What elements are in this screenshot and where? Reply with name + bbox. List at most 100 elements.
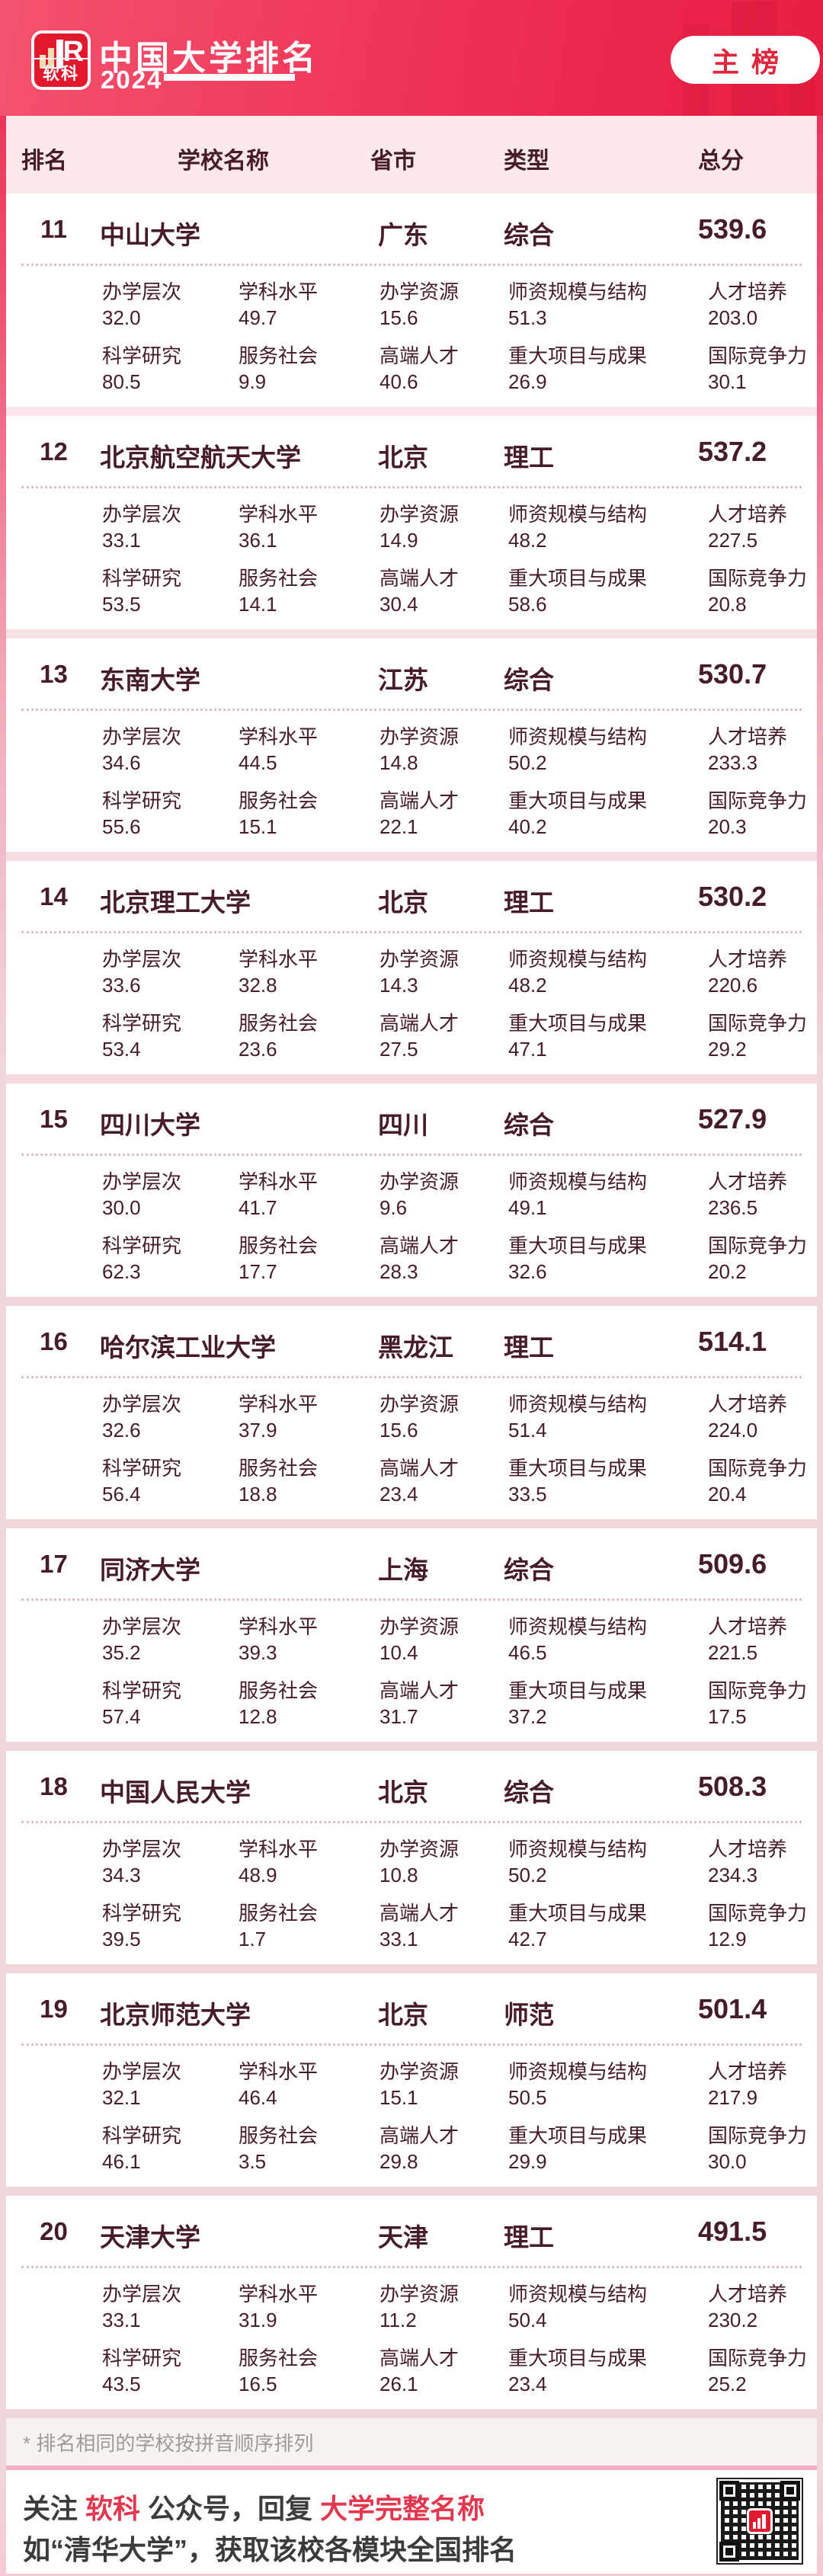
col-province-label: 省市: [370, 149, 416, 174]
university-name: 天津大学: [100, 2223, 200, 2251]
metric-label: 服务社会: [239, 344, 319, 367]
metric-label: 高端人才: [379, 2347, 460, 2370]
shanghairanking-logo: R 软科: [31, 30, 91, 90]
metric-value: 47.1: [508, 1038, 547, 1061]
metric-label-row: 科学研究 服务社会 高端人才 重大项目与成果 国际竞争力: [6, 1235, 817, 1256]
metric-label: 重大项目与成果: [508, 1679, 648, 1702]
metric-label: 办学资源: [379, 1170, 460, 1193]
province: 北京: [378, 2001, 428, 2029]
metric-label: 师资规模与结构: [508, 725, 648, 748]
metric-value-row: 57.4 12.8 31.7 37.2 17.5: [6, 1706, 817, 1727]
metric-value: 22.1: [379, 815, 418, 838]
metric-label: 科学研究: [102, 1012, 182, 1035]
metric-label: 科学研究: [102, 2347, 182, 2370]
qr-center-logo: [747, 2508, 773, 2534]
metric-label: 师资规模与结构: [508, 1838, 648, 1861]
metric-label: 高端人才: [379, 567, 460, 590]
metric-label: 办学层次: [102, 280, 182, 303]
metric-value: 15.1: [379, 2086, 418, 2109]
metric-label: 国际竞争力: [708, 344, 808, 367]
province: 江苏: [378, 666, 428, 694]
total-score: 527.9: [698, 1103, 767, 1134]
metric-label: 高端人才: [379, 1457, 460, 1480]
metric-label-row: 办学层次 学科水平 办学资源 师资规模与结构 人才培养: [6, 1616, 817, 1637]
metric-value-row: 35.2 39.3 10.4 46.5 221.5: [6, 1642, 817, 1663]
metric-label-row: 办学层次 学科水平 办学资源 师资规模与结构 人才培养: [6, 726, 817, 747]
metric-label: 服务社会: [239, 789, 319, 812]
metric-value: 17.5: [708, 1705, 747, 1728]
metric-label: 重大项目与成果: [508, 1902, 648, 1925]
metric-value: 20.8: [708, 593, 747, 616]
metric-label-row: 科学研究 服务社会 高端人才 重大项目与成果 国际竞争力: [6, 1902, 817, 1924]
metric-value: 27.5: [379, 1038, 418, 1061]
metric-label: 科学研究: [102, 789, 182, 812]
metric-label-row: 办学层次 学科水平 办学资源 师资规模与结构 人才培养: [6, 281, 817, 302]
metric-label: 人才培养: [708, 1393, 788, 1416]
metric-value: 32.8: [239, 974, 277, 997]
footer-line2: 如“清华大学”，获取该校各模块全国排名: [23, 2534, 517, 2565]
metric-label: 服务社会: [239, 1012, 319, 1035]
footnote: * 排名相同的学校按拼音顺序排列: [6, 2418, 817, 2466]
logo-label: 软科: [34, 58, 88, 85]
metric-value-row: 55.6 15.1 22.1 40.2 20.3: [6, 816, 817, 837]
metric-value: 220.6: [708, 974, 758, 997]
metric-value: 1.7: [239, 1928, 267, 1950]
metric-label-row: 科学研究 服务社会 高端人才 重大项目与成果 国际竞争力: [6, 1680, 817, 1701]
metric-value: 46.4: [239, 2086, 277, 2109]
metric-value: 34.3: [102, 1864, 141, 1886]
metric-value: 55.6: [102, 815, 141, 838]
metric-label: 师资规模与结构: [508, 503, 648, 526]
metric-label: 高端人才: [379, 1902, 460, 1925]
metric-value: 221.5: [708, 1641, 758, 1664]
type: 综合: [504, 221, 554, 249]
rank: 18: [40, 1772, 68, 1800]
metric-value: 53.5: [102, 593, 141, 616]
province: 上海: [378, 1556, 428, 1584]
metric-label: 服务社会: [239, 2347, 319, 2370]
metric-value: 23.4: [379, 1483, 418, 1506]
metric-label: 师资规模与结构: [508, 2060, 648, 2083]
year-label: 2024: [101, 66, 163, 94]
metric-value: 14.1: [239, 593, 277, 616]
metric-label: 师资规模与结构: [508, 280, 648, 303]
metric-label: 高端人才: [379, 1234, 460, 1257]
university-card: 20 天津大学 天津 理工 491.5 办学层次 学科水平 办学资源 师资规模与…: [6, 2196, 817, 2409]
metric-value: 30.1: [708, 370, 747, 393]
metric-label: 人才培养: [708, 725, 788, 748]
metric-label: 师资规模与结构: [508, 1615, 648, 1638]
card-title-row: 16 哈尔滨工业大学 黑龙江 理工 514.1: [6, 1306, 817, 1378]
metric-value: 16.5: [239, 2373, 277, 2395]
university-name: 四川大学: [100, 1111, 200, 1139]
type: 综合: [504, 1111, 554, 1139]
metric-value-row: 33.1 31.9 11.2 50.4 230.2: [6, 2309, 817, 2331]
metric-value: 37.9: [239, 1419, 277, 1442]
metric-value: 20.3: [708, 815, 747, 838]
metric-value: 31.9: [239, 2309, 277, 2331]
total-score: 537.2: [698, 436, 767, 467]
metric-label: 高端人才: [379, 2124, 460, 2147]
total-score: 539.6: [698, 213, 767, 245]
metric-label: 办学层次: [102, 503, 182, 526]
ranking-list: 排名 学校名称 省市 类型 总分 11 中山大学 广东 综合 539.6 办学层…: [6, 116, 817, 2409]
card-title-row: 13 东南大学 江苏 综合 530.7: [6, 638, 817, 711]
metric-label: 人才培养: [708, 948, 788, 971]
province: 广东: [378, 221, 428, 249]
university-name: 东南大学: [100, 666, 200, 694]
metric-label: 国际竞争力: [708, 1679, 808, 1702]
metric-value: 11.2: [379, 2309, 417, 2331]
metric-label: 学科水平: [239, 2060, 319, 2083]
qr-finder-icon: [780, 2481, 800, 2501]
metric-label: 人才培养: [708, 503, 788, 526]
metric-label: 办学层次: [102, 2283, 182, 2306]
card-title-row: 14 北京理工大学 北京 理工 530.2: [6, 861, 817, 933]
metric-label: 办学资源: [379, 1838, 460, 1861]
metric-label: 办学资源: [379, 280, 460, 303]
metric-label: 师资规模与结构: [508, 2283, 648, 2306]
province: 天津: [378, 2223, 428, 2251]
metric-value: 14.9: [379, 529, 418, 552]
card-title-row: 20 天津大学 天津 理工 491.5: [6, 2196, 817, 2268]
rank: 16: [40, 1327, 68, 1355]
metric-value-row: 53.4 23.6 27.5 47.1 29.2: [6, 1038, 817, 1060]
university-name: 北京师范大学: [100, 2001, 251, 2029]
metric-value-row: 62.3 17.7 28.3 32.6 20.2: [6, 1261, 817, 1282]
